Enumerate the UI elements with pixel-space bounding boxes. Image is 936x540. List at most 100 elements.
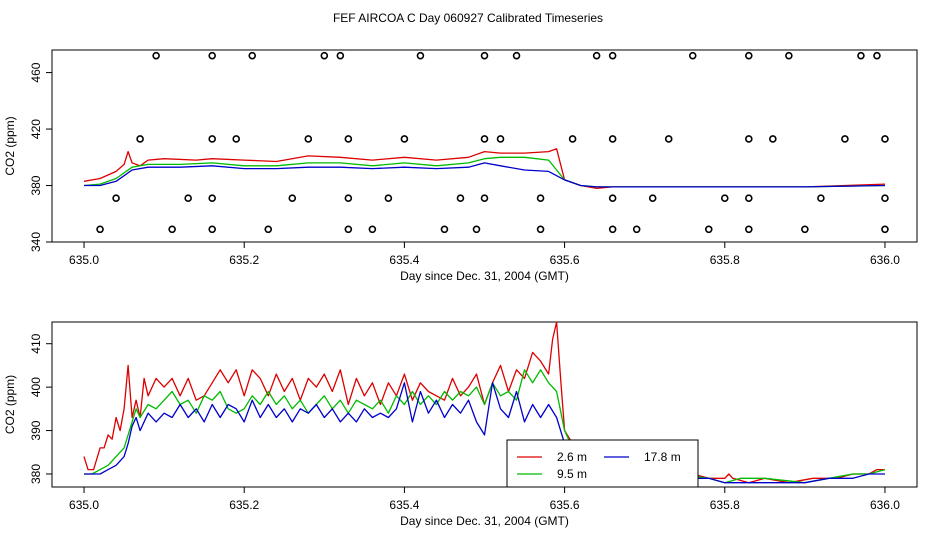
x-tick-label: 635.0 bbox=[69, 253, 99, 267]
y-tick-label: 380 bbox=[29, 175, 43, 195]
data-marker bbox=[232, 135, 241, 143]
data-marker bbox=[344, 135, 353, 143]
plot-frame bbox=[51, 321, 918, 488]
x-tick-label: 635.4 bbox=[389, 253, 419, 267]
data-marker bbox=[841, 135, 849, 143]
data-marker bbox=[208, 135, 216, 143]
data-marker bbox=[168, 225, 176, 234]
data-marker bbox=[264, 225, 273, 234]
series-line-26m bbox=[83, 148, 886, 190]
data-marker bbox=[704, 225, 713, 234]
data-marker bbox=[512, 51, 521, 60]
plot-frame bbox=[51, 49, 918, 243]
data-marker bbox=[112, 194, 120, 203]
data-marker bbox=[769, 135, 777, 143]
data-marker bbox=[416, 51, 425, 60]
data-marker bbox=[496, 135, 505, 143]
series-line-178m bbox=[84, 162, 886, 188]
data-marker bbox=[208, 194, 216, 203]
data-marker bbox=[304, 135, 313, 143]
data-marker bbox=[440, 225, 449, 234]
data-marker bbox=[608, 51, 617, 60]
y-tick-label: 420 bbox=[29, 119, 43, 139]
x-tick-label: 636.0 bbox=[870, 253, 900, 267]
data-marker bbox=[136, 135, 144, 143]
x-tick-label: 636.0 bbox=[870, 498, 900, 512]
data-marker bbox=[857, 51, 865, 60]
data-marker bbox=[873, 51, 881, 60]
data-marker bbox=[208, 51, 216, 60]
legend-label: 17.8 m bbox=[644, 450, 681, 464]
data-marker bbox=[536, 194, 545, 203]
x-tick-label: 635.8 bbox=[710, 253, 740, 267]
x-tick-label: 635.4 bbox=[389, 498, 419, 512]
data-marker bbox=[288, 194, 297, 203]
y-tick-label: 390 bbox=[29, 420, 43, 440]
data-marker bbox=[400, 135, 409, 143]
data-marker bbox=[817, 194, 825, 203]
bottom-panel: 635.0 635.2 635.4 635.6 635.8 636.0 Day since … bbox=[3, 321, 918, 528]
x-tick-label: 635.6 bbox=[550, 498, 580, 512]
data-marker bbox=[720, 194, 729, 203]
data-marker bbox=[368, 225, 377, 234]
series-line-26m bbox=[83, 321, 885, 484]
y-tick-label: 410 bbox=[29, 333, 43, 353]
x-tick-label: 635.6 bbox=[550, 253, 580, 267]
legend-label: 2.6 m bbox=[557, 450, 587, 464]
data-marker bbox=[320, 51, 329, 60]
data-marker bbox=[881, 194, 889, 203]
data-marker bbox=[801, 225, 809, 234]
data-marker bbox=[568, 135, 577, 143]
data-marker bbox=[384, 194, 393, 203]
top-panel: 635.0 635.2 635.4 635.6 635.8 636.0 Day since … bbox=[3, 49, 918, 283]
data-marker bbox=[608, 225, 617, 234]
data-marker bbox=[536, 225, 545, 234]
data-marker bbox=[608, 135, 617, 143]
data-marker bbox=[745, 51, 753, 60]
series-line-95m bbox=[84, 369, 886, 484]
y-tick-label: 380 bbox=[29, 464, 43, 484]
y-axis-label: CO2 (ppm) bbox=[3, 116, 17, 175]
x-tick-label: 635.2 bbox=[229, 498, 259, 512]
y-axis-label: CO2 (ppm) bbox=[3, 375, 17, 434]
x-axis-label: Day since Dec. 31, 2004 (GMT) bbox=[400, 514, 569, 528]
data-marker bbox=[632, 225, 641, 234]
data-marker bbox=[208, 225, 216, 234]
y-tick-label: 340 bbox=[29, 232, 43, 252]
data-marker bbox=[248, 51, 257, 60]
data-marker bbox=[184, 194, 192, 203]
data-marker bbox=[785, 51, 793, 60]
data-marker bbox=[344, 194, 353, 203]
data-marker bbox=[152, 51, 160, 60]
x-axis-label: Day since Dec. 31, 2004 (GMT) bbox=[400, 269, 569, 283]
legend-label: 9.5 m bbox=[557, 467, 587, 481]
data-marker bbox=[480, 51, 489, 60]
data-marker bbox=[472, 225, 481, 234]
data-marker bbox=[745, 135, 753, 143]
series-line-95m bbox=[83, 156, 886, 188]
data-marker bbox=[336, 51, 345, 60]
data-marker bbox=[456, 194, 465, 203]
chart-title: FEF AIRCOA C Day 060927 Calibrated Times… bbox=[333, 11, 603, 25]
data-marker bbox=[648, 194, 657, 203]
legend: 2.6 m 9.5 m 17.8 m bbox=[506, 439, 699, 488]
x-tick-label: 635.0 bbox=[69, 498, 99, 512]
data-marker bbox=[480, 135, 489, 143]
data-marker bbox=[881, 135, 889, 143]
data-marker bbox=[480, 194, 489, 203]
y-tick-label: 460 bbox=[29, 62, 43, 82]
data-marker bbox=[592, 51, 601, 60]
data-marker bbox=[344, 225, 353, 234]
data-marker bbox=[881, 225, 889, 234]
y-tick-label: 400 bbox=[29, 377, 43, 397]
data-marker bbox=[688, 51, 697, 60]
data-marker bbox=[745, 225, 753, 234]
series-line-178m bbox=[84, 382, 885, 484]
data-marker bbox=[608, 194, 617, 203]
legend-box bbox=[506, 439, 699, 488]
x-tick-label: 635.8 bbox=[710, 498, 740, 512]
data-marker bbox=[664, 135, 673, 143]
data-marker bbox=[96, 225, 104, 234]
